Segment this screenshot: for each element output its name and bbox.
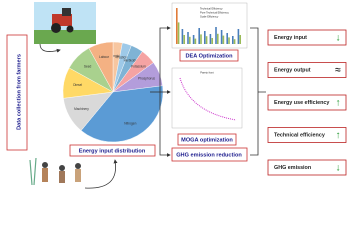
pie-slice — [88, 41, 114, 93]
pie-label: Pesticide — [117, 55, 130, 59]
dea-legend: Pure Technical Efficiency — [200, 11, 229, 15]
arrow — [159, 26, 171, 92]
outcome-arrow: ↓ — [336, 33, 341, 44]
outcome-box — [267, 127, 347, 143]
dea-bar — [222, 35, 225, 44]
pie-label: Herbicide — [124, 58, 138, 62]
dea-bar — [215, 27, 217, 44]
outcome-arrow: ↓ — [336, 163, 341, 174]
farmers-image — [29, 157, 81, 186]
pie-label: Diesel — [73, 83, 82, 87]
outcome-arrow: ↑ — [336, 130, 341, 141]
outcome-label: Energy use efficiency — [274, 100, 329, 106]
dea-bar — [194, 38, 197, 44]
dea-bar — [205, 36, 208, 44]
pie-slice — [80, 85, 164, 143]
moga-caption: MOGA optimization — [181, 137, 233, 143]
dea-bar — [177, 22, 180, 44]
outcome-label: GHG emission — [274, 165, 311, 171]
outcome-box — [267, 62, 347, 78]
moga-caption-box — [177, 133, 237, 146]
pie-label: Labour — [99, 55, 110, 59]
left-box — [6, 34, 28, 151]
dea-bar — [198, 28, 200, 44]
dea-bar — [220, 30, 223, 44]
dea-bar — [209, 34, 212, 44]
dea-bar — [217, 33, 219, 44]
outcome-arrow: ↑ — [336, 98, 341, 109]
connector — [250, 27, 266, 156]
outcome-box — [267, 159, 347, 176]
pie-label: Nitrogen — [124, 121, 136, 125]
dea-bar — [200, 34, 202, 44]
left-label: Data collection from farmers — [16, 54, 22, 130]
pie-caption: Energy input distribution — [79, 148, 146, 154]
arrow — [159, 92, 171, 157]
dea-bar — [183, 35, 185, 44]
dea-bar — [232, 36, 234, 44]
tractor-image — [34, 2, 96, 44]
outcome-label: Energy output — [274, 67, 311, 73]
ghg-box-label: GHG emission reduction — [176, 152, 242, 158]
dea-caption: DEA Optimization — [185, 53, 233, 59]
outcome-label: Technical efficiency — [274, 132, 325, 138]
outcome-box — [267, 29, 347, 46]
dea-bar — [239, 35, 241, 44]
arrow — [39, 43, 61, 53]
dea-bar — [204, 31, 206, 44]
dea-bar — [192, 35, 195, 44]
pie-caption-box — [69, 144, 156, 157]
pie-label: Fungicide — [109, 54, 123, 58]
dea-caption-box — [179, 49, 239, 62]
dea-bar — [176, 8, 178, 44]
dea-bar — [189, 36, 191, 44]
arrow — [84, 159, 118, 189]
dea-bar — [237, 29, 240, 44]
dea-bar — [211, 38, 213, 44]
dea-legend: Technical Efficiency — [200, 7, 223, 11]
moga-title: Pareto front — [200, 71, 214, 75]
pie-label: Machinery — [74, 107, 89, 111]
dea-legend: Scale Efficiency — [200, 15, 219, 19]
outcome-arrow: ≈ — [335, 65, 341, 76]
outcome-label: Energy input — [274, 35, 307, 41]
dea-chart: Technical Efficiency Pure Technical Effi… — [171, 2, 248, 49]
dea-bar — [226, 33, 228, 44]
moga-chart: Pareto front — [171, 67, 243, 129]
dea-bar — [233, 39, 236, 44]
pie-label: Potassium — [131, 64, 146, 68]
dea-bar — [181, 29, 184, 44]
dea-bar — [187, 32, 189, 44]
pie-label: Phosphorus — [138, 77, 155, 81]
pie-label: Seed — [84, 64, 92, 68]
ghg-box — [171, 147, 248, 162]
outcome-box — [267, 94, 347, 111]
dea-bar — [228, 37, 230, 44]
graphical-abstract: Data collection from farmers FungicidePe… — [6, 2, 347, 189]
